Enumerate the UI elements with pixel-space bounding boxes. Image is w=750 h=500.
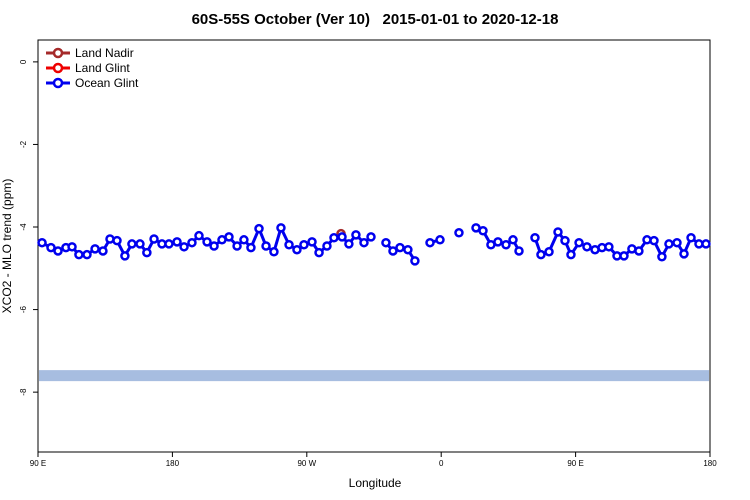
data-point <box>536 249 546 260</box>
data-point <box>209 241 219 251</box>
data-point <box>299 240 309 250</box>
data-point <box>90 244 100 254</box>
legend-marker <box>52 62 64 74</box>
data-point <box>560 235 570 246</box>
data-point <box>172 237 182 247</box>
data-point <box>46 242 56 253</box>
data-point <box>701 239 711 249</box>
data-point <box>149 234 159 244</box>
data-point <box>403 244 413 255</box>
data-point <box>187 237 197 248</box>
data-point <box>366 232 376 242</box>
y-tick-label: -6 <box>19 305 28 313</box>
data-point <box>67 242 77 252</box>
data-point <box>337 232 347 242</box>
data-point <box>672 237 682 248</box>
data-point <box>582 242 592 252</box>
x-tick-label: 90 E <box>567 459 583 468</box>
data-point <box>53 246 63 256</box>
data-point <box>530 232 540 243</box>
data-point <box>508 235 518 245</box>
x-tick-label: 90 W <box>297 459 316 468</box>
data-point <box>135 239 145 249</box>
data-point <box>435 235 445 245</box>
y-tick-label: 0 <box>19 59 28 64</box>
data-point <box>322 241 332 251</box>
legend-label: Ocean Glint <box>75 76 139 90</box>
x-tick-label: 180 <box>703 459 717 468</box>
data-point <box>164 239 174 249</box>
data-point <box>544 247 554 257</box>
data-point <box>239 235 249 245</box>
data-point <box>501 240 511 250</box>
data-point <box>657 251 667 262</box>
data-point <box>351 230 361 240</box>
data-point <box>686 232 696 243</box>
data-point <box>127 239 137 249</box>
y-tick-label: -2 <box>19 140 28 148</box>
data-point <box>329 232 339 243</box>
y-axis-label: XCO2 - MLO trend (ppm) <box>0 179 14 314</box>
data-point <box>619 251 629 261</box>
legend-label: Land Nadir <box>75 46 134 60</box>
data-point <box>246 242 256 253</box>
data-point <box>514 246 524 256</box>
data-point <box>194 230 204 241</box>
y-tick-label: -8 <box>19 388 28 396</box>
data-point <box>98 246 108 256</box>
data-point <box>344 239 354 249</box>
data-point <box>679 249 689 259</box>
x-axis-label: Longitude <box>349 476 402 490</box>
chart-title: 60S-55S October (Ver 10) 2015-01-01 to 2… <box>192 11 559 28</box>
data-point <box>276 223 286 233</box>
data-point <box>232 241 242 251</box>
data-point <box>634 246 644 256</box>
data-point <box>454 228 464 238</box>
data-point <box>381 237 391 248</box>
data-point <box>37 237 47 248</box>
data-point <box>179 242 189 252</box>
data-point <box>664 239 674 249</box>
data-point <box>74 249 84 260</box>
data-point <box>553 227 563 237</box>
data-point <box>307 237 317 247</box>
data-point <box>574 237 584 248</box>
data-point <box>142 247 152 258</box>
x-tick-label: 90 E <box>30 459 46 468</box>
data-point <box>202 237 212 247</box>
x-tick-label: 180 <box>166 459 180 468</box>
x-tick-label: 0 <box>439 459 444 468</box>
data-point <box>112 235 122 246</box>
data-point <box>388 246 398 256</box>
data-point <box>425 237 435 248</box>
data-point <box>82 249 92 260</box>
y-tick-label: -4 <box>19 223 28 231</box>
data-point <box>395 242 405 253</box>
data-point <box>649 235 659 246</box>
data-point <box>261 241 271 251</box>
data-point <box>566 249 576 260</box>
legend-marker <box>52 77 64 89</box>
data-point <box>604 242 614 252</box>
data-point <box>410 256 420 266</box>
data-point <box>292 244 302 255</box>
data-point <box>254 223 264 234</box>
legend-label: Land Glint <box>75 61 130 75</box>
data-point <box>120 251 130 261</box>
data-point <box>359 237 369 248</box>
data-point <box>314 247 324 258</box>
data-point <box>269 247 279 257</box>
data-point <box>478 225 488 236</box>
data-point <box>224 232 234 242</box>
legend-marker <box>52 47 64 59</box>
data-point <box>284 240 294 250</box>
data-point <box>493 237 503 247</box>
